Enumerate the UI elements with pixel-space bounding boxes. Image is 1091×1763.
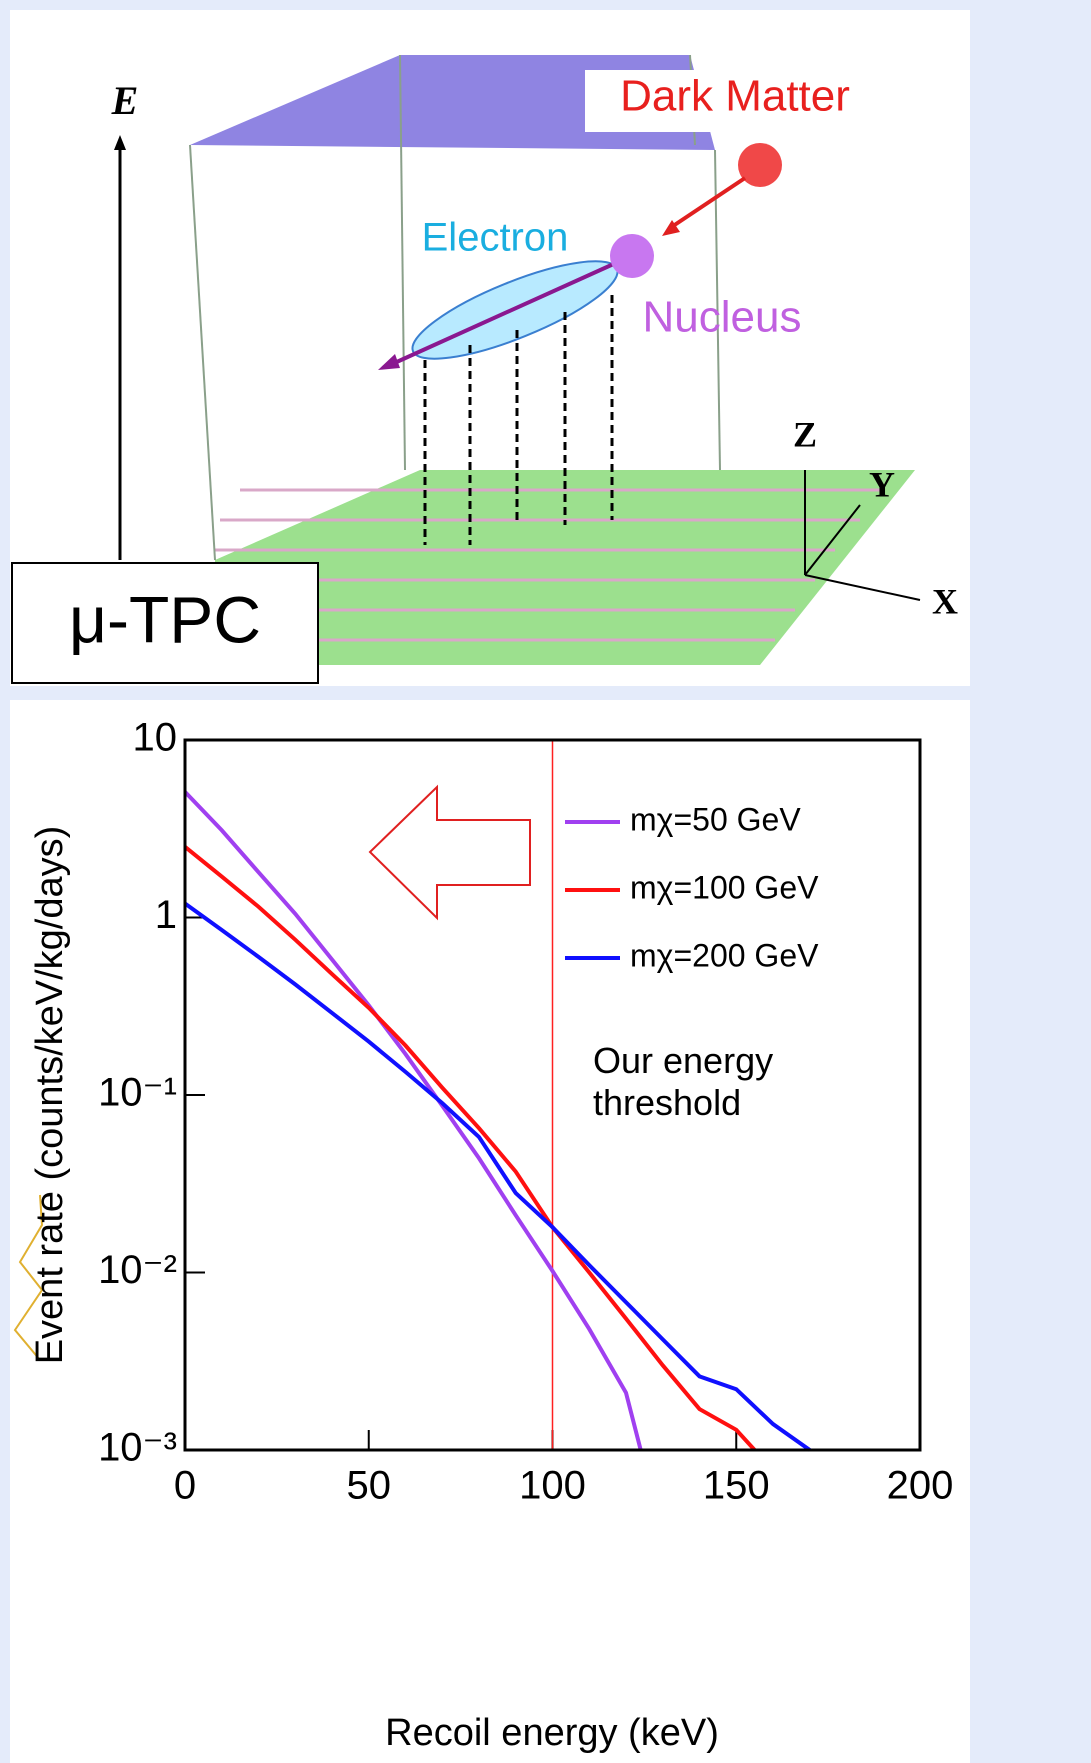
legend-label: mχ=50 GeV xyxy=(630,801,801,837)
y-tick-label: 10 xyxy=(133,716,178,760)
axis-z: Z xyxy=(793,414,817,454)
chart: Recoil energy (keV) Event rate (counts/k… xyxy=(10,700,970,1763)
field-label: E xyxy=(111,78,139,123)
y-axis-title: Event rate (counts/keV/kg/days) xyxy=(29,826,71,1365)
nucleus-label: Nucleus xyxy=(643,293,802,342)
axis-y: Y xyxy=(869,464,895,504)
x-tick-label: 0 xyxy=(174,1464,196,1508)
detector-box xyxy=(11,562,319,684)
diagram: E Dark Matter Electron Nucleus Z Y X μ-T… xyxy=(10,10,970,686)
nucleus-particle xyxy=(610,234,654,278)
plot-frame xyxy=(183,738,922,1452)
y-tick-label: 10⁻² xyxy=(98,1248,177,1292)
y-tick-label: 1 xyxy=(155,893,177,937)
field-arrowhead xyxy=(114,135,126,150)
detector-label: μ-TPC xyxy=(69,582,261,656)
y-tick-label: 10⁻³ xyxy=(98,1426,177,1470)
recoil-arrowhead xyxy=(378,354,400,370)
drift-lines xyxy=(423,295,614,545)
electron-label: Electron xyxy=(422,216,569,260)
chart-panel xyxy=(10,700,970,1763)
dm-arrowhead xyxy=(662,220,680,236)
x-tick-label: 100 xyxy=(519,1464,586,1508)
series-line xyxy=(183,901,811,1452)
series-line xyxy=(183,845,757,1452)
starburst xyxy=(13,1194,44,1361)
cube-edges xyxy=(189,54,721,561)
x-tick-label: 200 xyxy=(887,1464,954,1508)
top-electrode xyxy=(190,55,715,150)
x-tick-label: 150 xyxy=(703,1464,770,1508)
axis-x: X xyxy=(932,581,958,621)
y-tick-label: 10⁻¹ xyxy=(98,1071,177,1115)
coordinate-axes xyxy=(804,470,921,601)
recoil-track xyxy=(389,260,619,367)
dark-matter-particle xyxy=(738,143,782,187)
x-tick-label: 50 xyxy=(347,1464,392,1508)
legend-label: mχ=100 GeV xyxy=(630,869,819,905)
threshold-label: Our energy threshold xyxy=(593,1040,774,1123)
dm-track xyxy=(668,176,747,230)
dark-matter-label: Dark Matter xyxy=(620,72,850,121)
label-bg xyxy=(585,70,885,132)
series-line xyxy=(183,790,643,1451)
x-axis-title: Recoil energy (keV) xyxy=(385,1712,719,1754)
legend-label: mχ=200 GeV xyxy=(630,937,819,973)
hollow-arrow xyxy=(368,784,531,921)
